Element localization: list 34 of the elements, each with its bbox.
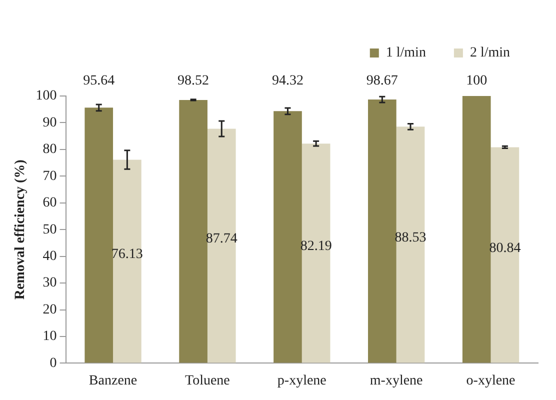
data-label: 94.32 [272,74,304,89]
y-tick-label: 50 [42,222,57,238]
y-axis-title: Removal efficiency (%) [13,159,28,300]
bar [302,144,330,363]
x-tick-label: Toluene [185,373,230,388]
bar [396,126,425,363]
bar [207,128,236,363]
y-tick-label: 30 [42,276,57,291]
data-label: 100 [466,74,488,89]
y-tick-label: 100 [36,88,57,104]
y-tick-label: 90 [42,115,57,130]
bar [490,147,520,363]
y-tick-label: 70 [42,168,57,184]
y-tick-label: 20 [42,302,57,318]
bar [179,100,208,363]
y-tick-label: 80 [42,142,57,158]
y-tick-label: 10 [42,329,57,344]
x-tick-label: o-xylene [466,373,516,388]
bar [274,111,302,363]
y-tick-label: 60 [42,196,57,211]
legend-label: 1 l/min [386,46,426,61]
x-tick-label: Banzene [88,373,138,388]
data-label: 98.67 [366,74,398,89]
bar [462,96,491,363]
x-tick-label: m-xylene [370,373,423,388]
bar [84,108,114,363]
y-tick-label: 40 [42,248,57,264]
data-label: 98.52 [178,74,210,89]
y-tick-label: 0 [50,356,57,371]
legend-label: 2 l/min [470,46,510,61]
x-tick-label: p-xylene [277,373,326,388]
bar [113,160,142,363]
bar [368,100,396,363]
data-label: 95.64 [83,74,115,89]
